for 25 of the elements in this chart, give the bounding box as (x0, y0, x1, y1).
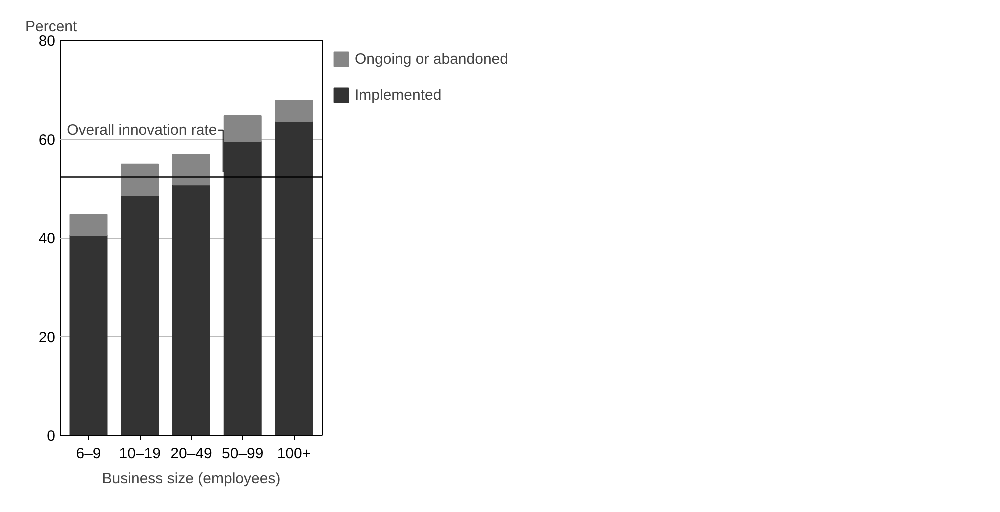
y-tick-label: 20 (38, 329, 56, 346)
legend-label: Ongoing or abandoned (355, 50, 508, 68)
bar (70, 235, 108, 436)
x-tick-label: 10–19 (119, 446, 161, 462)
bar (121, 164, 160, 197)
y-tick-label: 80 (38, 33, 56, 50)
ref-line-label: Overall innovation rate (67, 122, 218, 139)
y-tick-label: 0 (47, 428, 56, 445)
x-tick-label: 6–9 (76, 446, 102, 462)
bar (70, 214, 108, 236)
bar (172, 184, 210, 436)
x-axis-title: Business size (employees) (102, 470, 281, 488)
y-tick-label: 60 (38, 132, 56, 149)
bar (172, 154, 210, 186)
bar (121, 196, 160, 436)
x-tick-label: 100+ (277, 446, 312, 462)
bar (224, 141, 262, 436)
y-axis-title: Percent (26, 18, 78, 36)
legend-label: Implemented (355, 86, 442, 104)
bar (275, 100, 314, 122)
bar (224, 116, 262, 142)
x-tick-label: 50–99 (222, 446, 264, 462)
x-tick-label: 20–49 (170, 446, 212, 462)
y-tick-label: 40 (38, 230, 56, 248)
bar (275, 120, 314, 436)
